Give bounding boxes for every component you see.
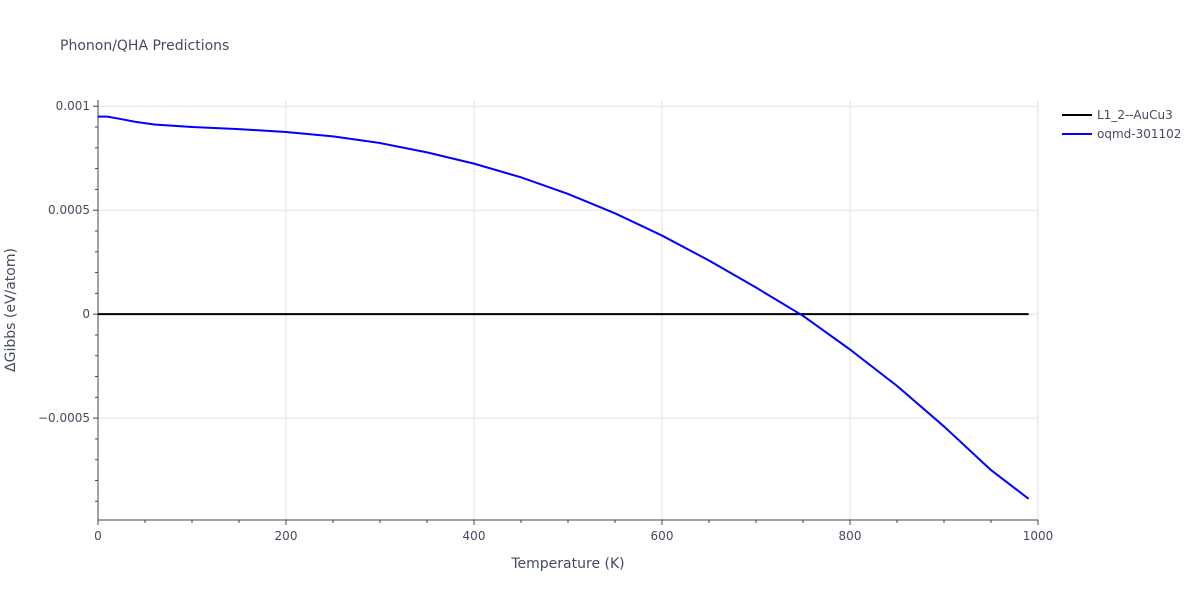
x-tick-label: 400 — [463, 529, 486, 543]
y-tick-label: 0 — [82, 307, 90, 321]
legend-item-0[interactable]: L1_2--AuCu3 — [1062, 108, 1173, 122]
x-tick-label: 600 — [651, 529, 674, 543]
legend-item-1[interactable]: oqmd-301102 — [1062, 127, 1181, 141]
y-tick-label: 0.001 — [56, 99, 90, 113]
legend-label: L1_2--AuCu3 — [1097, 108, 1173, 122]
y-tick-label: −0.0005 — [38, 411, 90, 425]
x-tick-labels: 0 200 400 600 800 1000 — [94, 529, 1053, 543]
axes — [93, 100, 1039, 525]
grid — [98, 100, 1039, 520]
x-tick-label: 1000 — [1023, 529, 1054, 543]
chart-title: Phonon/QHA Predictions — [60, 38, 229, 54]
legend-label: oqmd-301102 — [1097, 127, 1181, 141]
legend[interactable]: L1_2--AuCu3 oqmd-301102 — [1062, 108, 1181, 141]
x-tick-label: 800 — [839, 529, 862, 543]
y-axis-title: ΔGibbs (eV/atom) — [3, 248, 19, 372]
y-tick-labels: 0.001 0.0005 0 −0.0005 — [38, 99, 90, 425]
x-tick-label: 200 — [275, 529, 298, 543]
y-tick-label: 0.0005 — [48, 203, 90, 217]
series-line-1 — [98, 115, 1030, 500]
series-lines — [98, 115, 1030, 500]
x-tick-label: 0 — [94, 529, 102, 543]
x-axis-title: Temperature (K) — [510, 556, 624, 572]
